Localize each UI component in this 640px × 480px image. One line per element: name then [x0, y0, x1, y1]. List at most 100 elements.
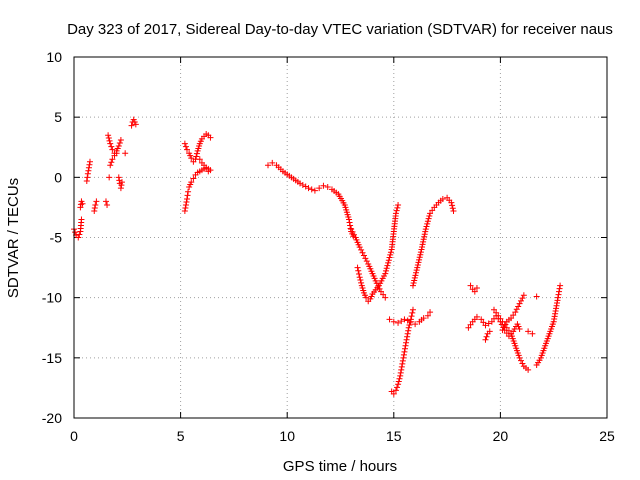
- series-arc-22: [465, 312, 523, 340]
- series-arc-04: [91, 198, 100, 215]
- data-point: [427, 210, 434, 217]
- data-point: [518, 357, 525, 364]
- data-point: [499, 327, 506, 334]
- data-point: [269, 159, 276, 166]
- plot-frame: [73, 56, 608, 419]
- data-point: [533, 293, 540, 300]
- data-point: [83, 177, 90, 184]
- grid-lines: [74, 57, 607, 418]
- data-point: [93, 198, 100, 205]
- data-point: [185, 188, 192, 195]
- data-point: [417, 249, 424, 256]
- data-point: [399, 357, 406, 364]
- data-point: [84, 170, 91, 177]
- data-point: [480, 319, 487, 326]
- data-point: [395, 381, 402, 388]
- y-tick-label: -15: [42, 350, 62, 366]
- data-point: [412, 272, 419, 279]
- data-point: [118, 182, 125, 189]
- data-point: [207, 134, 214, 141]
- data-point: [555, 291, 562, 298]
- data-point: [519, 295, 526, 302]
- series-arc-07: [107, 150, 120, 169]
- data-point: [407, 319, 414, 326]
- data-points: [71, 116, 564, 397]
- x-tick-label: 25: [599, 428, 615, 444]
- data-point: [182, 202, 189, 209]
- data-point: [403, 336, 410, 343]
- data-point: [190, 175, 197, 182]
- series-arc-16: [348, 226, 389, 301]
- data-point: [394, 204, 401, 211]
- series-arc-25: [499, 292, 527, 334]
- data-point: [384, 262, 391, 269]
- data-point: [482, 336, 489, 343]
- data-point: [413, 269, 420, 276]
- data-point: [107, 140, 114, 147]
- data-point: [409, 309, 416, 316]
- data-point: [482, 322, 489, 329]
- data-point: [510, 312, 517, 319]
- data-point: [424, 312, 431, 319]
- data-point: [529, 330, 536, 337]
- data-point: [108, 143, 115, 150]
- data-point: [400, 351, 407, 358]
- series-arc-21: [467, 282, 480, 295]
- data-point: [360, 252, 367, 259]
- data-point: [386, 254, 393, 261]
- series-arc-09: [115, 174, 125, 192]
- data-point: [311, 187, 318, 194]
- series-arc-10: [122, 150, 129, 157]
- data-point: [91, 208, 98, 215]
- data-point: [116, 140, 123, 147]
- data-point: [467, 321, 474, 328]
- series-arc-05: [102, 198, 111, 209]
- data-point: [193, 150, 200, 157]
- data-point: [465, 324, 472, 331]
- data-point: [505, 327, 512, 334]
- data-point: [411, 274, 418, 281]
- data-point: [424, 220, 431, 227]
- data-point: [86, 158, 93, 165]
- data-point: [359, 249, 366, 256]
- series-arc-28: [533, 282, 564, 369]
- data-point: [346, 216, 353, 223]
- data-point: [347, 222, 354, 229]
- data-point: [406, 321, 413, 328]
- data-point: [429, 207, 436, 214]
- data-point: [396, 375, 403, 382]
- data-point: [516, 325, 523, 332]
- data-point: [485, 320, 492, 327]
- data-point: [420, 315, 427, 322]
- data-point: [188, 179, 195, 186]
- data-point: [422, 228, 429, 235]
- tick-labels: 0 5 10 15 20 25 -20 -15 -10 -5 0 5 10: [42, 49, 615, 444]
- data-point: [76, 231, 83, 238]
- data-point: [385, 257, 392, 264]
- data-point: [400, 354, 407, 361]
- data-point: [497, 315, 504, 322]
- series-arc-06: [105, 132, 124, 157]
- data-point: [416, 256, 423, 263]
- data-point: [508, 315, 515, 322]
- data-point: [102, 198, 109, 205]
- data-point: [324, 183, 331, 190]
- data-point: [420, 238, 427, 245]
- data-point: [488, 318, 495, 325]
- data-point: [404, 330, 411, 337]
- data-point: [401, 316, 408, 323]
- data-point: [449, 205, 456, 212]
- data-point: [422, 226, 429, 233]
- data-point: [395, 202, 402, 209]
- data-point: [358, 246, 365, 253]
- data-point: [118, 179, 125, 186]
- data-point: [411, 277, 418, 284]
- y-tick-label: 0: [54, 169, 62, 185]
- data-point: [427, 309, 434, 316]
- x-tick-label: 0: [70, 428, 78, 444]
- data-point: [357, 277, 364, 284]
- data-point: [77, 204, 84, 211]
- data-point: [403, 339, 410, 346]
- data-point: [407, 316, 414, 323]
- data-point: [386, 316, 393, 323]
